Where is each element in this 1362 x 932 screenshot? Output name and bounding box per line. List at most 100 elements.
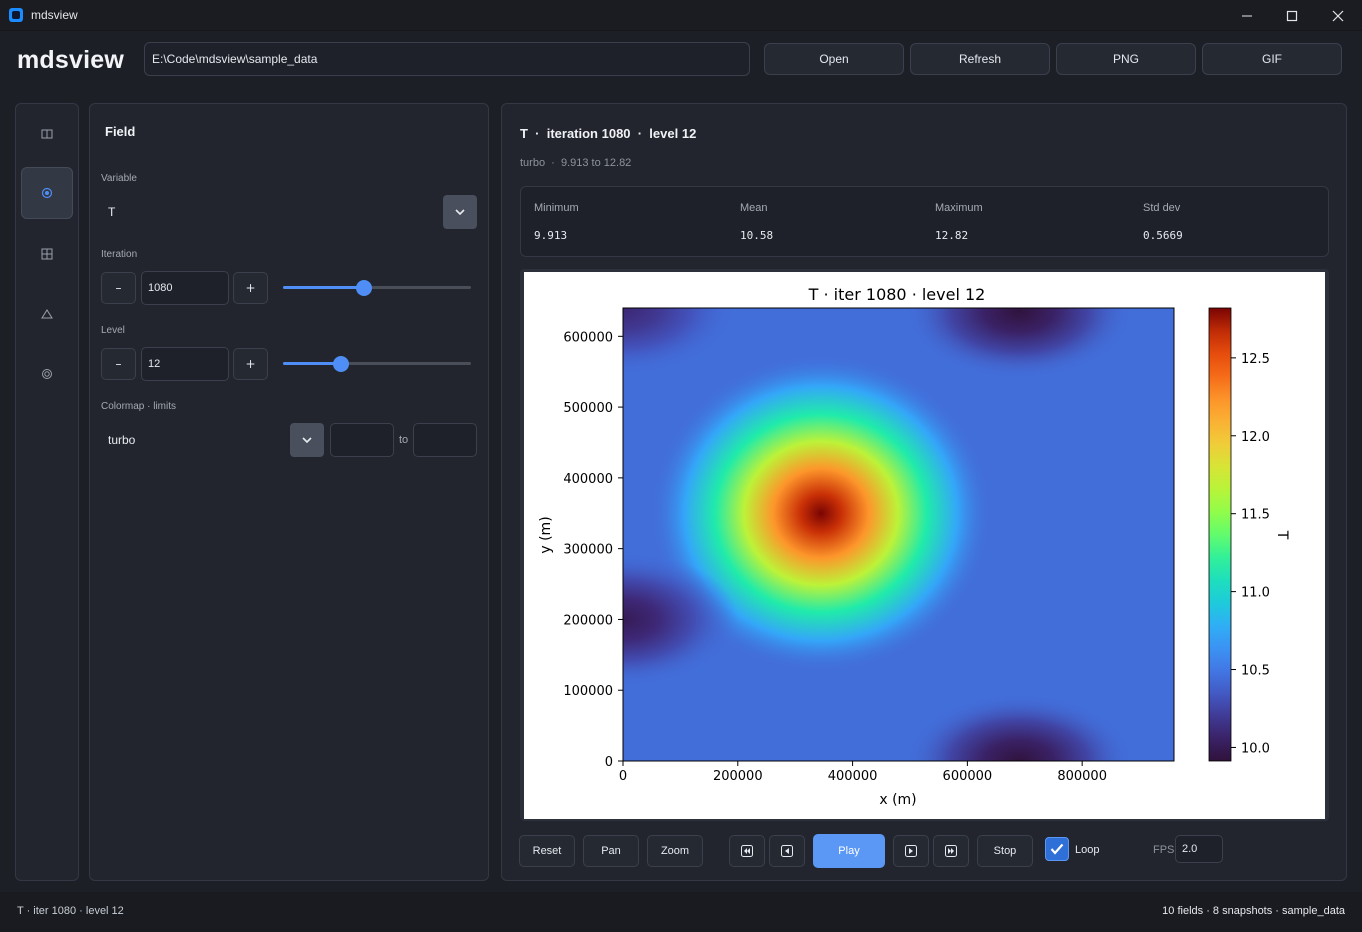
mean-label: Mean <box>740 202 768 214</box>
path-input[interactable] <box>144 42 750 76</box>
chart-title: T · iter 1080 · level 12 <box>808 285 986 304</box>
chevron-down-icon[interactable] <box>290 423 324 457</box>
slider-handle[interactable] <box>333 356 350 372</box>
colorbar: 10.0 10.5 11.0 11.5 12.0 12.5 <box>1208 307 1270 762</box>
step-back-icon <box>781 845 793 857</box>
heatmap-min-region <box>623 551 739 688</box>
stats-card: Minimum 9.913 Mean 10.58 Maximum 12.82 S… <box>520 186 1329 257</box>
x-tick-label: 800000 <box>1057 769 1107 784</box>
plot-frame: T · iter 1080 · level 12 0 200000 400000 60… <box>520 269 1329 821</box>
y-tick-label: 0 <box>605 755 613 770</box>
iteration-slider[interactable] <box>283 280 471 296</box>
min-value: 9.913 <box>534 229 568 242</box>
iteration-increment-button[interactable]: + <box>233 272 268 304</box>
window-title: mdsview <box>31 8 78 22</box>
limit-max-input[interactable] <box>413 423 477 457</box>
zoom-button[interactable]: Zoom <box>647 835 703 867</box>
slider-track <box>283 362 471 365</box>
std-value: 0.5669 <box>1143 229 1183 242</box>
level-input[interactable] <box>141 347 229 381</box>
slider-fill <box>283 362 342 365</box>
triangle-icon[interactable] <box>21 288 73 340</box>
iteration-label: Iteration <box>101 249 138 260</box>
heatmap-image[interactable] <box>524 272 1174 819</box>
plot-area[interactable]: T · iter 1080 · level 12 0 200000 400000 60… <box>524 272 1325 819</box>
level-label: Level <box>101 325 125 336</box>
variable-label: Variable <box>101 173 137 184</box>
colorbar-label: T <box>1274 530 1290 540</box>
heatmap-min-region <box>623 308 739 376</box>
heatmap-min-region <box>903 308 1135 380</box>
y-tick-label: 300000 <box>563 543 613 558</box>
max-label: Maximum <box>935 202 983 214</box>
panel-icon[interactable] <box>21 108 73 160</box>
field-panel: Field Variable T Iteration – + Level – +… <box>89 103 489 881</box>
colormap-label: Colormap · limits <box>101 401 177 412</box>
colorbar-tick-label: 11.0 <box>1241 586 1270 601</box>
slider-handle[interactable] <box>355 280 372 296</box>
level-slider[interactable] <box>283 356 471 372</box>
open-button[interactable]: Open <box>764 43 904 75</box>
png-button[interactable]: PNG <box>1056 43 1196 75</box>
std-label: Std dev <box>1143 202 1181 214</box>
x-axis-label: x (m) <box>879 792 916 808</box>
x-tick-label: 0 <box>619 769 627 784</box>
heatmap-max-region <box>650 353 992 673</box>
chevron-down-icon[interactable] <box>443 195 477 229</box>
minimize-icon[interactable] <box>1224 0 1270 31</box>
last-frame-button[interactable] <box>933 835 969 867</box>
level-decrement-button[interactable]: – <box>101 348 136 380</box>
nav-rail <box>15 103 79 881</box>
limit-min-input[interactable] <box>330 423 394 457</box>
y-tick-label: 500000 <box>563 401 613 416</box>
prev-frame-button[interactable] <box>769 835 805 867</box>
y-tick-label: 400000 <box>563 472 613 487</box>
heatmap-chart[interactable]: T · iter 1080 · level 12 0 200000 400000 60… <box>524 272 1325 819</box>
next-frame-button[interactable] <box>893 835 929 867</box>
gif-button[interactable]: GIF <box>1202 43 1342 75</box>
step-forward-icon <box>905 845 917 857</box>
skip-first-icon <box>741 845 753 857</box>
layers-icon[interactable] <box>21 348 73 400</box>
slider-fill <box>283 286 364 289</box>
grid-icon[interactable] <box>21 228 73 280</box>
pan-button[interactable]: Pan <box>583 835 639 867</box>
stop-button[interactable]: Stop <box>977 835 1033 867</box>
plot-border <box>622 307 1175 762</box>
field-title: T · iteration 1080 · level 12 <box>520 126 697 141</box>
target-icon[interactable] <box>21 167 73 219</box>
main-panel: T · iteration 1080 · level 12 turbo · 9.… <box>501 103 1347 881</box>
close-icon[interactable] <box>1315 0 1361 31</box>
heatmap-min-region <box>903 693 1135 761</box>
variable-value: T <box>108 205 116 219</box>
colorbar-tick-label: 10.5 <box>1241 664 1270 679</box>
level-increment-button[interactable]: + <box>233 348 268 380</box>
mean-value: 10.58 <box>740 229 774 242</box>
title-bar: mdsview <box>0 0 1362 31</box>
brand-logo: mdsview <box>17 46 125 74</box>
fps-input[interactable] <box>1175 835 1223 863</box>
fps-label: FPS <box>1153 844 1175 856</box>
x-tick-label: 600000 <box>943 769 993 784</box>
y-tick-label: 600000 <box>563 330 613 345</box>
play-button[interactable]: Play <box>813 834 885 868</box>
maximize-icon[interactable] <box>1269 0 1315 31</box>
field-subtitle: turbo · 9.913 to 12.82 <box>520 157 632 169</box>
skip-last-icon <box>945 845 957 857</box>
iteration-input[interactable] <box>141 271 229 305</box>
refresh-button[interactable]: Refresh <box>910 43 1050 75</box>
header: mdsview Open Refresh PNG GIF <box>0 31 1362 93</box>
iteration-decrement-button[interactable]: – <box>101 272 136 304</box>
y-tick-label: 200000 <box>563 613 613 628</box>
loop-label: Loop <box>1075 844 1100 856</box>
first-frame-button[interactable] <box>729 835 765 867</box>
loop-checkbox[interactable] <box>1045 837 1069 861</box>
min-label: Minimum <box>534 202 579 214</box>
colormap-value: turbo <box>108 433 136 447</box>
reset-button[interactable]: Reset <box>519 835 575 867</box>
colorbar-tick-label: 10.0 <box>1241 741 1270 756</box>
y-axis: 0 100000 200000 300000 400000 500000 600000 <box>563 330 623 770</box>
x-axis: 0 200000 400000 600000 800000 <box>619 761 1107 784</box>
status-right: 10 fields · 8 snapshots · sample_data <box>1162 905 1345 917</box>
slider-track <box>283 286 471 289</box>
